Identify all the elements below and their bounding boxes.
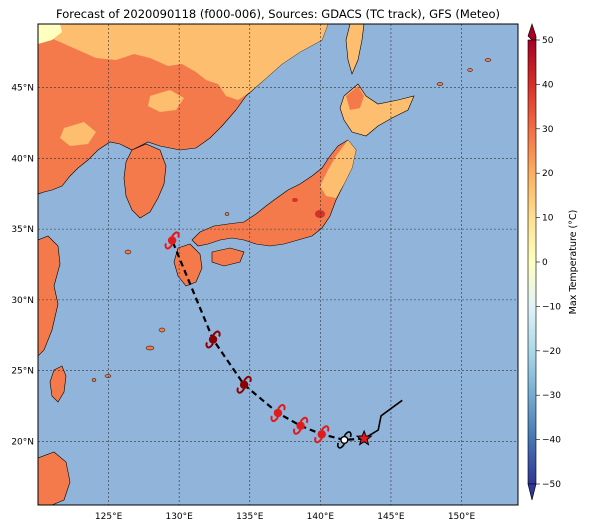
typhoon-symbol xyxy=(314,425,330,444)
colorbar: 50 40 30 20 10 0 −10 −20 −30 −40 −50 Max Temperatu… xyxy=(527,23,579,501)
china-south-coast xyxy=(38,235,61,357)
hotspot xyxy=(315,210,325,218)
colorbar-gradient xyxy=(527,39,537,485)
korean-peninsula xyxy=(123,143,167,219)
super-typhoon-symbol xyxy=(205,330,221,349)
colorbar-tick-label: 30 xyxy=(542,125,554,135)
colorbar-tick-label: −10 xyxy=(542,302,561,312)
colorbar-tick-label: −50 xyxy=(542,480,561,490)
tc-track xyxy=(164,231,403,449)
map-panel: 125°E 130°E 135°E 140°E 145°E 150°E 20°N 25°N 3… xyxy=(11,23,519,522)
lat-tick-label: 20°N xyxy=(11,437,34,447)
lat-tick-label: 40°N xyxy=(11,154,34,164)
lat-tick-labels: 20°N 25°N 30°N 35°N 40°N 45°N xyxy=(11,84,34,448)
hotspot-2 xyxy=(292,198,298,202)
kyushu xyxy=(173,243,203,287)
mainland-cold-spot xyxy=(38,24,62,44)
lon-tick-labels: 125°E 130°E 135°E 140°E 145°E 150°E xyxy=(95,512,476,522)
lon-tick-label: 130°E xyxy=(165,512,193,522)
lon-tick-label: 140°E xyxy=(307,512,335,522)
land-layer xyxy=(38,24,492,505)
ryukyu-islands xyxy=(91,58,492,382)
lat-tick-label: 35°N xyxy=(11,225,34,235)
colorbar-tick-label: 0 xyxy=(542,258,548,268)
lon-tick-label: 145°E xyxy=(377,512,405,522)
luzon xyxy=(38,451,71,505)
lat-tick-label: 30°N xyxy=(11,296,34,306)
super-typhoon-symbol xyxy=(236,375,252,394)
lat-tick-label: 45°N xyxy=(11,84,34,94)
mainland-mild-patch xyxy=(148,90,184,112)
map-frame xyxy=(37,23,519,506)
lon-tick-label: 135°E xyxy=(236,512,264,522)
figure-title: Forecast of 2020090118 (f000-006), Sourc… xyxy=(56,7,500,21)
colorbar-tick-label: 40 xyxy=(542,80,554,90)
colorbar-min-arrow xyxy=(527,483,537,501)
mainland-mild-patch-2 xyxy=(60,122,96,146)
honshu xyxy=(191,139,357,247)
colorbar-tick-label: 50 xyxy=(542,36,554,46)
lon-tick-label: 150°E xyxy=(448,512,476,522)
lat-tick-label: 25°N xyxy=(11,367,34,377)
gridlines xyxy=(38,24,518,505)
colorbar-label: Max Temperature (°C) xyxy=(568,210,579,315)
depression-symbol xyxy=(336,431,352,449)
past-track-line xyxy=(363,399,403,440)
lon-tick-label: 125°E xyxy=(95,512,123,522)
current-position-star-icon xyxy=(355,429,373,446)
typhoon-symbol xyxy=(270,404,286,422)
colorbar-tick-label: −40 xyxy=(542,436,561,446)
colorbar-tick-label: 20 xyxy=(542,169,554,179)
colorbar-tick-label: 10 xyxy=(542,214,554,224)
honshu-mild-zone xyxy=(320,140,356,198)
mainland-mild-zone xyxy=(38,24,328,100)
taiwan xyxy=(49,365,67,403)
typhoon-symbol xyxy=(164,231,180,250)
colorbar-bar xyxy=(527,23,537,41)
typhoon-symbol xyxy=(292,416,309,435)
shikoku xyxy=(211,247,245,267)
hokkaido-warm-zone xyxy=(346,86,364,110)
colorbar-ticks: 50 40 30 20 10 0 −10 −20 −30 −40 −50 xyxy=(536,36,561,490)
colorbar-tick-label: −20 xyxy=(542,347,561,357)
sakhalin xyxy=(345,24,365,75)
colorbar-tick-label: −30 xyxy=(542,391,561,401)
